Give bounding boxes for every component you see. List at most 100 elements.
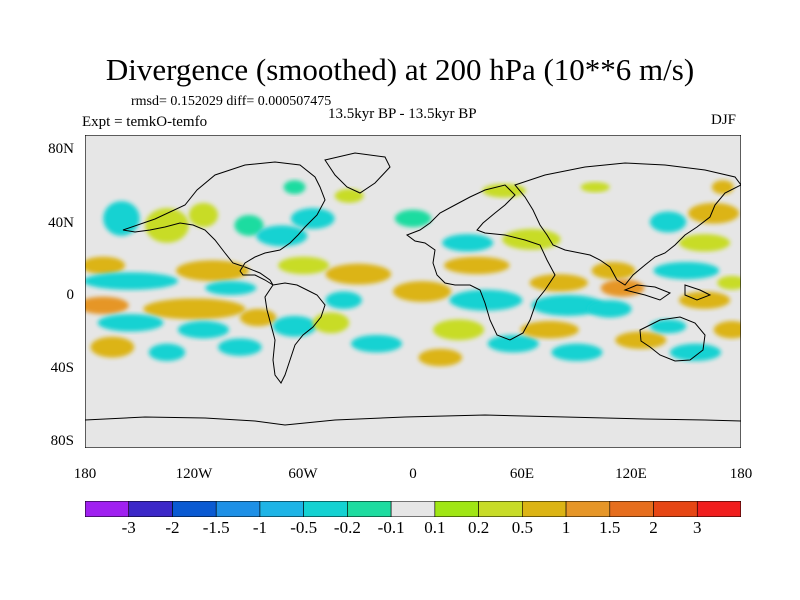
- stats-text: rmsd= 0.152029 diff= 0.000507475: [131, 94, 332, 109]
- colorbar-label: -0.2: [333, 518, 361, 537]
- divergence-patch: [85, 272, 178, 290]
- divergence-patch: [587, 300, 632, 318]
- divergence-patch: [325, 263, 392, 285]
- divergence-patch: [278, 256, 330, 275]
- colorbar-cell: [259, 501, 304, 517]
- coast-north-america: [122, 161, 326, 286]
- coast-maritime-islands: [623, 284, 712, 301]
- coast-australia: [639, 316, 706, 362]
- divergence-patch: [290, 208, 335, 229]
- divergence-patch: [487, 334, 539, 353]
- divergence-patch: [325, 291, 362, 309]
- lon-tick-120w: 120W: [175, 466, 213, 482]
- figure-title: Divergence (smoothed) at 200 hPa (10**6 …: [105, 52, 695, 87]
- coast-antarctica: [85, 414, 741, 426]
- divergence-patch: [520, 321, 579, 339]
- divergence-patch: [143, 298, 246, 320]
- coast-europe-africa: [405, 184, 556, 341]
- divergence-patch: [85, 256, 126, 275]
- colorbar-cell: [522, 501, 567, 517]
- divergence-patch: [272, 315, 317, 337]
- divergence-patch: [679, 291, 731, 309]
- divergence-patch: [256, 225, 308, 247]
- colorbar-label: 2: [649, 518, 658, 537]
- colorbar-cell: [172, 501, 217, 517]
- season-label: DJF: [711, 112, 737, 128]
- coast-greenland: [324, 152, 391, 194]
- divergence-patch: [239, 308, 277, 327]
- divergence-patch: [669, 343, 721, 362]
- divergence-patch: [176, 260, 249, 282]
- divergence-patch: [334, 188, 364, 203]
- colorbar-label: -0.1: [377, 518, 405, 537]
- lat-tick-40s: 40S: [50, 360, 74, 376]
- divergence-patch: [351, 334, 403, 353]
- colorbar-cell: [565, 501, 611, 517]
- lat-tick-40n: 40N: [48, 215, 74, 231]
- divergence-patch: [85, 296, 129, 315]
- colorbar-label: 0.5: [511, 518, 533, 537]
- divergence-patch: [145, 208, 189, 243]
- divergence-patch: [218, 338, 262, 356]
- divergence-patch: [177, 321, 229, 339]
- divergence-patch: [312, 312, 350, 334]
- divergence-patch: [502, 228, 561, 250]
- divergence-patch: [97, 314, 164, 332]
- divergence-patch: [591, 261, 636, 280]
- divergence-patch: [394, 209, 432, 228]
- colorbar-label: -0.5: [290, 518, 318, 537]
- divergence-patch: [531, 294, 605, 316]
- colorbar-label: 0.2: [467, 518, 490, 537]
- colorbar-cell: [347, 501, 392, 517]
- lon-tick-60e: 60E: [509, 466, 535, 482]
- colorbar-label: 1.5: [599, 518, 621, 537]
- colorbar-cell: [128, 501, 173, 517]
- lat-tick-0: 0: [66, 287, 75, 303]
- lon-tick-120e: 120E: [615, 466, 647, 482]
- colorbar: [85, 501, 741, 517]
- divergence-patch: [418, 348, 463, 367]
- colorbar-cell: [653, 501, 698, 517]
- divergence-patch: [205, 281, 257, 295]
- colorbar-label: 1: [561, 518, 571, 537]
- divergence-patch: [90, 336, 135, 358]
- colorbar-cell: [434, 501, 479, 517]
- divergence-patch: [679, 234, 731, 252]
- colorbar-cell: [609, 501, 654, 517]
- colorbar-cell: [478, 501, 523, 517]
- lat-tick-80s: 80S: [50, 433, 74, 449]
- colorbar-cell: [390, 501, 436, 517]
- divergence-patch: [649, 319, 687, 334]
- divergence-patch: [713, 321, 741, 339]
- colorbar-cell: [696, 501, 741, 517]
- divergence-patch: [688, 202, 740, 224]
- lon-tick-0: 0: [409, 466, 417, 482]
- colorbar-cell: [303, 501, 348, 517]
- lon-tick-180e: 180: [729, 466, 753, 482]
- divergence-patch: [442, 234, 494, 252]
- lon-tick-180w: 180: [73, 466, 97, 482]
- experiment-label: Expt = temkO-temfo: [82, 114, 208, 130]
- divergence-patch: [717, 275, 741, 290]
- divergence-patch: [443, 256, 510, 275]
- divergence-patch: [649, 211, 687, 233]
- colorbar-label: -1.5: [202, 518, 230, 537]
- colorbar-label: -2: [165, 518, 180, 537]
- divergence-patch: [529, 274, 588, 292]
- divergence-patch: [433, 319, 485, 341]
- coastlines: [85, 152, 741, 426]
- divergence-patch: [653, 261, 720, 280]
- divergence-patch: [551, 343, 603, 362]
- divergence-patch: [711, 180, 734, 195]
- colorbar-label: -1: [252, 518, 267, 537]
- divergence-patch: [148, 343, 186, 362]
- colorbar-label: -3: [121, 518, 136, 537]
- divergence-patch: [449, 289, 523, 311]
- map-plot: [85, 135, 741, 448]
- lat-tick-80n: 80N: [48, 141, 74, 157]
- colorbar-cell: [85, 501, 130, 517]
- divergence-patch: [392, 281, 452, 302]
- divergence-patch: [188, 202, 219, 228]
- period-label: 13.5kyr BP - 13.5kyr BP: [328, 106, 477, 122]
- divergence-patch: [234, 214, 264, 236]
